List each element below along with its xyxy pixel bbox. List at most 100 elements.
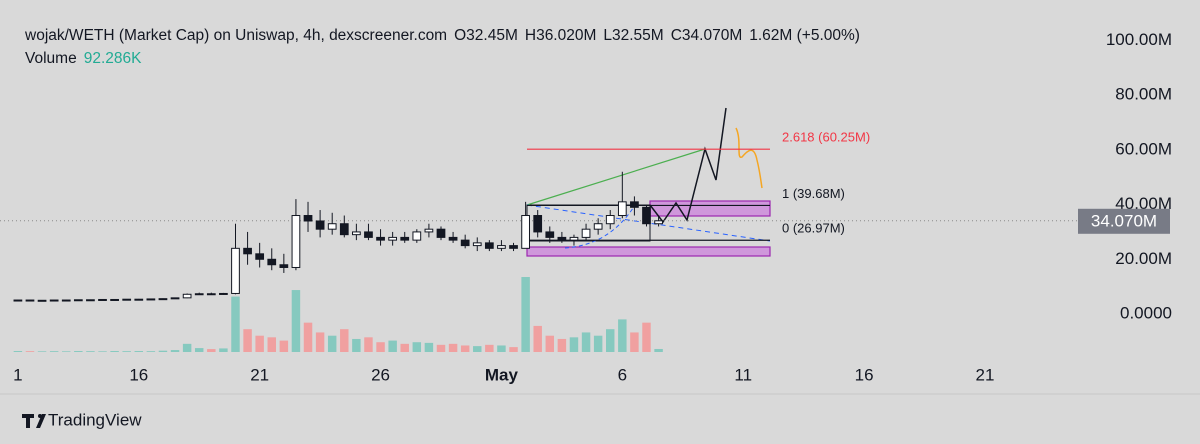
candle-body xyxy=(484,242,494,249)
y-tick-label: 40.00M xyxy=(1115,194,1172,213)
candle-body xyxy=(617,201,627,217)
volume-bar xyxy=(521,277,530,352)
candle-body xyxy=(37,299,47,302)
x-tick-label: 21 xyxy=(250,365,269,384)
candle-body xyxy=(194,293,204,296)
symbol-title: wojak/WETH (Market Cap) on Uniswap, 4h, … xyxy=(25,27,448,44)
logo-dot xyxy=(38,414,42,418)
volume-value: 92.286K xyxy=(83,50,142,67)
x-tick-label: 11 xyxy=(734,365,752,384)
legend-value: C34.070M xyxy=(670,27,743,44)
candle-body xyxy=(533,215,543,233)
candle-body xyxy=(73,299,83,302)
candle-body xyxy=(182,293,192,299)
candle-body xyxy=(61,299,71,302)
candle-body xyxy=(521,215,530,249)
candle-body xyxy=(219,292,228,295)
volume-bar xyxy=(303,322,313,352)
volume-bar xyxy=(25,351,35,352)
candle-body xyxy=(581,228,591,238)
volume-bar xyxy=(49,351,59,352)
candle-body xyxy=(110,298,119,301)
ohlc-values: O32.45M H36.020M L32.55M C34.070M 1.62M (+5.… xyxy=(454,27,867,44)
candle-body xyxy=(654,220,663,225)
volume-bar xyxy=(436,344,446,352)
volume-bar xyxy=(110,351,119,352)
volume-bar xyxy=(473,346,482,352)
drawings xyxy=(526,107,771,257)
candle-body xyxy=(436,228,446,238)
volume-bar xyxy=(327,335,337,352)
candle-body xyxy=(630,201,639,208)
volume-bar xyxy=(618,319,627,352)
candle-body xyxy=(231,247,240,294)
volume-bar xyxy=(279,340,289,352)
volume-bar xyxy=(219,348,228,352)
fib-label: 2.618 (60.25M) xyxy=(782,130,870,145)
projection-path xyxy=(649,107,727,224)
volume-bar xyxy=(62,351,71,352)
candle-body xyxy=(642,206,651,225)
candle-body xyxy=(448,236,458,241)
projection-alt xyxy=(735,127,763,189)
logo: TradingView xyxy=(22,410,142,429)
candle-body xyxy=(206,293,216,296)
candle-body xyxy=(424,228,434,233)
dashed-curve xyxy=(564,204,636,249)
volume-bar xyxy=(460,345,470,352)
x-tick-label: 1 xyxy=(13,365,22,384)
volume-bar xyxy=(13,351,23,352)
y-tick-label: 20.00M xyxy=(1115,249,1172,268)
candle-body xyxy=(134,298,144,301)
volume-bar xyxy=(170,350,180,352)
fib-label: 1 (39.68M) xyxy=(782,186,845,201)
trend-line xyxy=(526,148,706,206)
candle-body xyxy=(170,297,180,300)
candle-body xyxy=(400,236,410,241)
legend-value: O32.45M xyxy=(454,27,518,44)
candle-body xyxy=(279,264,289,268)
volume-bar xyxy=(231,296,240,352)
candle-body xyxy=(388,236,398,241)
candle-body xyxy=(339,223,349,236)
volume-bar xyxy=(243,329,252,352)
candle-body xyxy=(158,298,168,301)
volume-bar xyxy=(448,343,458,352)
candle-body xyxy=(86,299,95,302)
volume-bar xyxy=(122,351,131,352)
volume-bar xyxy=(315,332,325,352)
candle-body xyxy=(460,239,470,247)
volume-bar xyxy=(291,290,301,352)
volume-bar xyxy=(352,338,361,352)
candle-body xyxy=(545,231,555,238)
volume-bar xyxy=(207,349,216,352)
volume-bar xyxy=(388,340,397,352)
candle-body xyxy=(315,220,325,230)
candle-body xyxy=(509,245,518,249)
candle-body xyxy=(376,236,385,241)
candle-body xyxy=(303,215,313,222)
volume-bar xyxy=(557,338,567,352)
x-tick-label: 21 xyxy=(976,365,995,384)
y-tick-label: 80.00M xyxy=(1115,85,1172,104)
candle-body xyxy=(243,247,252,255)
legend-value: L32.55M xyxy=(603,27,664,44)
volume-bar xyxy=(593,335,603,352)
volume-bar xyxy=(194,348,204,352)
volume-row: Volume 92.286K xyxy=(25,47,874,70)
dashed-line xyxy=(526,204,771,242)
x-tick-label: 16 xyxy=(855,365,874,384)
x-tick-label: May xyxy=(485,365,519,384)
volume-title: Volume xyxy=(25,50,77,67)
x-tick-label: 26 xyxy=(371,365,390,384)
legend-value: 1.62M (+5.00%) xyxy=(749,27,860,44)
volume-bar xyxy=(134,351,144,352)
volume-bar xyxy=(569,337,579,352)
volume-bar xyxy=(630,332,639,352)
volume-bar xyxy=(606,329,615,352)
candle-body xyxy=(49,299,59,302)
candle-body xyxy=(267,258,277,266)
legend: wojak/WETH (Market Cap) on Uniswap, 4h, … xyxy=(25,24,874,70)
legend-value: H36.020M xyxy=(524,27,597,44)
